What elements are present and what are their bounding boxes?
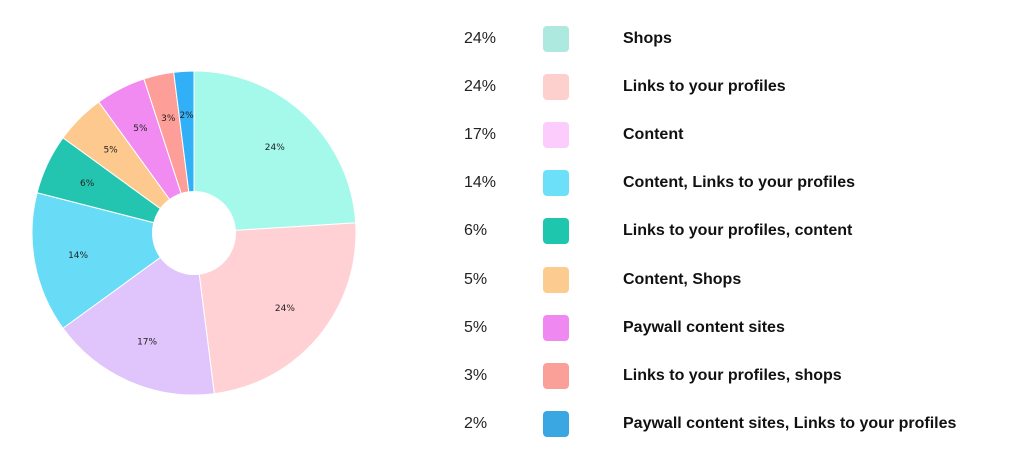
legend-swatch [543,122,569,149]
slice-label-5: 5% [103,146,118,156]
legend-swatch [543,74,569,101]
legend-label: Content [623,126,684,144]
legend-swatch [543,266,569,293]
pie-slice-2 [62,232,215,396]
legend-label: Links to your profiles [623,78,786,96]
slice-label-2: 17% [137,337,157,347]
legend-label: Paywall content sites, Links to your pro… [623,414,957,432]
legend-label: Links to your profiles, shops [623,366,842,384]
legend-item: 14% Content, Links to your profiles [440,168,1020,198]
legend-swatch [543,410,569,437]
legend-item: 6% Links to your profiles, content [440,216,1020,246]
legend-percent: 5% [464,270,488,288]
legend-percent: 3% [464,366,488,384]
legend-label: Content, Links to your profiles [623,174,856,192]
pie-slice-0 [193,70,357,234]
slice-label-1: 24% [275,304,295,314]
legend-label: Links to your profiles, content [623,222,853,240]
legend-label: Content, Shops [623,270,742,288]
slice-label-7: 3% [161,114,176,124]
slice-label-3: 14% [68,251,88,261]
slice-label-4: 6% [80,179,95,189]
legend-label: Paywall content sites [623,318,785,336]
legend-percent: 24% [464,78,497,96]
slice-label-6: 5% [133,124,148,134]
legend-swatch [543,26,569,52]
legend-item: 24% Shops [440,24,1020,54]
slice-label-0: 24% [265,143,285,153]
legend-percent: 17% [464,126,497,144]
legend-swatch [543,218,569,245]
donut-hole [152,191,236,275]
legend-percent: 24% [464,30,497,47]
legend-swatch [543,362,569,389]
legend-item: 24% Links to your profiles [440,72,1020,102]
legend-percent: 2% [464,414,488,432]
legend-swatch [543,314,569,341]
legend-percent: 5% [464,318,488,336]
legend-item: 5% Content, Shops [440,265,1020,295]
legend-item: 5% Paywall content sites [440,313,1020,343]
slice-label-8: 2% [179,111,194,121]
legend-item: 2% Paywall content sites, Links to your p… [440,409,1020,439]
legend-swatch [543,170,569,197]
pie-slice-1 [193,222,357,395]
legend-percent: 6% [464,222,488,240]
legend-percent: 14% [464,174,497,192]
legend-item: 3% Links to your profiles, shops [440,361,1020,391]
legend-label: Shops [623,30,672,47]
donut-chart: 24% 24% 17% 14% 6% 5% 5% 3% 2% [31,70,357,396]
legend-item: 17% Content [440,120,1020,150]
